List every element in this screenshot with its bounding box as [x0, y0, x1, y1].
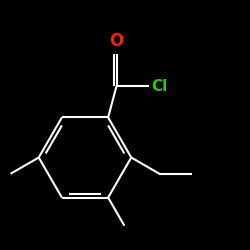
Text: O: O: [110, 32, 124, 50]
Text: Cl: Cl: [151, 78, 167, 94]
